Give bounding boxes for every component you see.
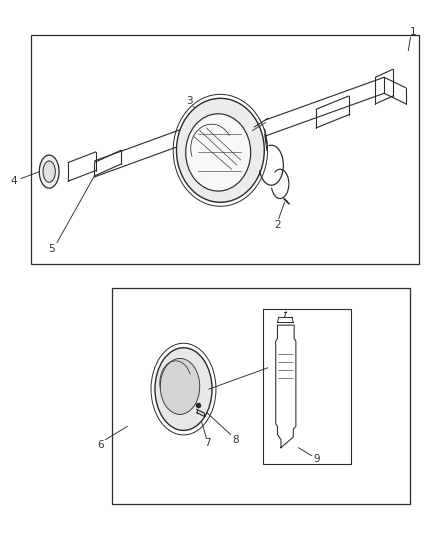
Ellipse shape bbox=[43, 161, 55, 182]
Bar bbox=[263, 309, 350, 464]
Text: 9: 9 bbox=[313, 455, 320, 464]
Ellipse shape bbox=[160, 358, 199, 415]
Text: 7: 7 bbox=[203, 439, 210, 448]
Text: 2: 2 bbox=[273, 220, 280, 230]
Text: 6: 6 bbox=[96, 440, 103, 450]
Bar bbox=[112, 288, 410, 504]
Text: 8: 8 bbox=[232, 435, 239, 445]
Ellipse shape bbox=[185, 114, 250, 191]
Text: 1: 1 bbox=[408, 27, 415, 37]
Ellipse shape bbox=[39, 155, 59, 188]
Ellipse shape bbox=[155, 348, 212, 431]
Text: 4: 4 bbox=[11, 176, 18, 186]
Bar bbox=[31, 35, 418, 264]
Text: 5: 5 bbox=[48, 245, 55, 254]
Ellipse shape bbox=[176, 99, 264, 203]
Text: 3: 3 bbox=[186, 96, 193, 106]
